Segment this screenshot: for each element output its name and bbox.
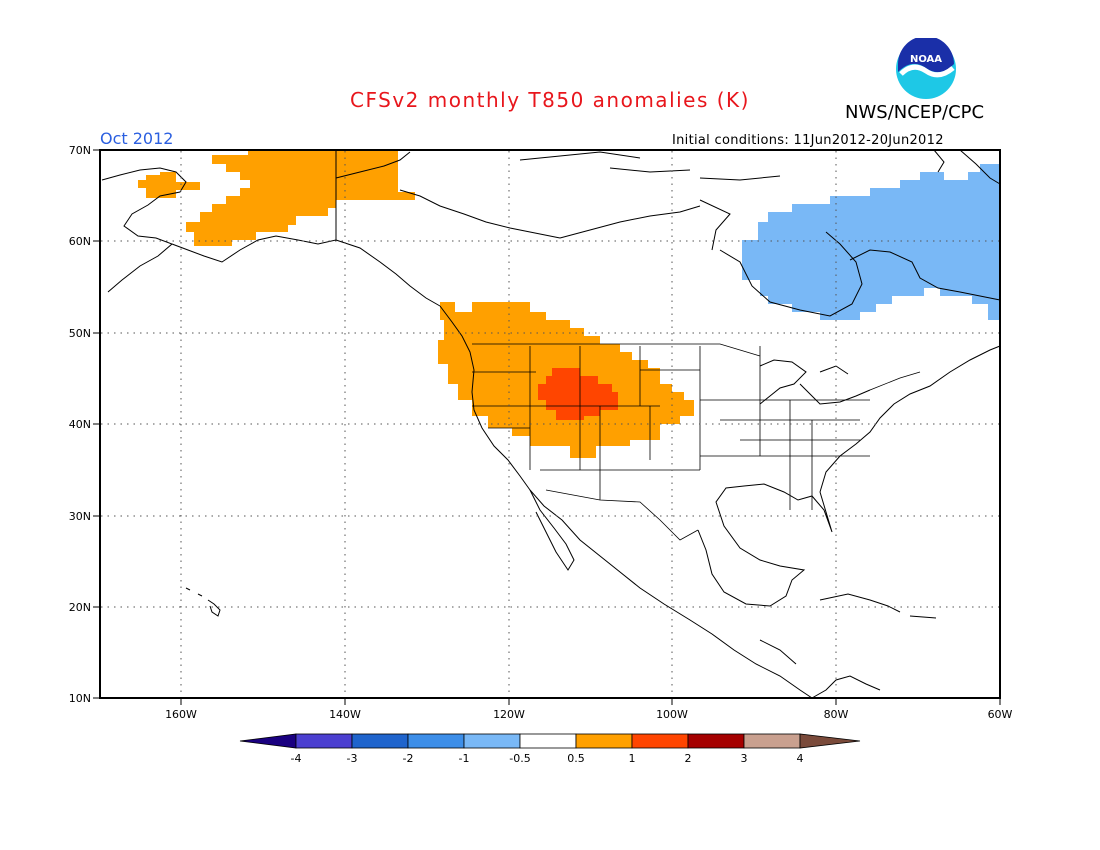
anomaly-central-rockies [538, 368, 618, 420]
colorbar-label: -3 [347, 752, 358, 765]
organization-label: NWS/NCEP/CPC [845, 102, 985, 123]
colorbar-label: 2 [685, 752, 692, 765]
colorbar-labels: -4 -3 -2 -1 -0.5 0.5 1 2 3 4 [291, 752, 804, 765]
colorbar [239, 733, 861, 749]
lon-tick-labels: 160W 140W 120W 100W 80W 60W [165, 708, 1012, 721]
lat-tick-labels: 70N 60N 50N 40N 30N 20N 10N [69, 144, 91, 705]
anomaly-alaska [186, 150, 415, 246]
colorbar-swatch-4 [463, 733, 521, 749]
graticule [101, 151, 999, 697]
lat-tick-label: 60N [69, 235, 91, 248]
lon-tick-label: 140W [329, 708, 361, 721]
colorbar-swatch-3 [407, 733, 465, 749]
lon-tick-label: 100W [656, 708, 688, 721]
colorbar-label: 1 [629, 752, 636, 765]
anomaly-shading [138, 150, 1000, 458]
colorbar-swatch-1 [295, 733, 353, 749]
colorbar-swatch-7 [631, 733, 689, 749]
colorbar-swatch-2 [351, 733, 409, 749]
colorbar-label: 0.5 [567, 752, 585, 765]
lon-tick-label: 80W [824, 708, 849, 721]
colorbar-swatch-5 [519, 733, 577, 749]
us-mexico-border [545, 489, 699, 541]
colorbar-label: -1 [459, 752, 470, 765]
hawaii [185, 587, 221, 617]
us-canada-border [472, 343, 921, 391]
lat-tick-label: 10N [69, 692, 91, 705]
colorbar-label: -2 [403, 752, 414, 765]
tick-marks [93, 149, 1001, 705]
colorbar-swatch-8 [687, 733, 745, 749]
colorbar-swatch-6 [575, 733, 633, 749]
lat-tick-label: 30N [69, 510, 91, 523]
lon-tick-label: 120W [493, 708, 525, 721]
chart-title: CFSv2 monthly T850 anomalies (K) [350, 88, 750, 112]
logo-text: NOAA [910, 54, 942, 65]
great-lakes [759, 359, 871, 405]
forecast-month: Oct 2012 [100, 129, 174, 148]
alaska-coast [101, 150, 337, 293]
anomaly-hudson-bay [742, 164, 1000, 320]
colorbar-swatch-10 [799, 733, 861, 749]
lat-tick-label: 40N [69, 418, 91, 431]
colorbar-swatch-0 [239, 733, 297, 749]
colorbar-label: -4 [291, 752, 302, 765]
political-borders [472, 343, 921, 541]
colorbar-label: 3 [741, 752, 748, 765]
coastlines [101, 149, 1001, 699]
colorbar-swatch-9 [743, 733, 801, 749]
initial-conditions: Initial conditions: 11Jun2012-20Jun2012 [672, 133, 944, 148]
colorbar-label: 4 [797, 752, 804, 765]
lat-tick-label: 70N [69, 144, 91, 157]
us-state-borders [472, 346, 870, 510]
lon-tick-label: 160W [165, 708, 197, 721]
colorbar-label: -0.5 [509, 752, 530, 765]
anomaly-alaska-west [138, 172, 200, 198]
lon-tick-label: 60W [988, 708, 1013, 721]
lat-tick-label: 20N [69, 601, 91, 614]
noaa-logo: NOAA [896, 38, 956, 99]
lat-tick-label: 50N [69, 327, 91, 340]
